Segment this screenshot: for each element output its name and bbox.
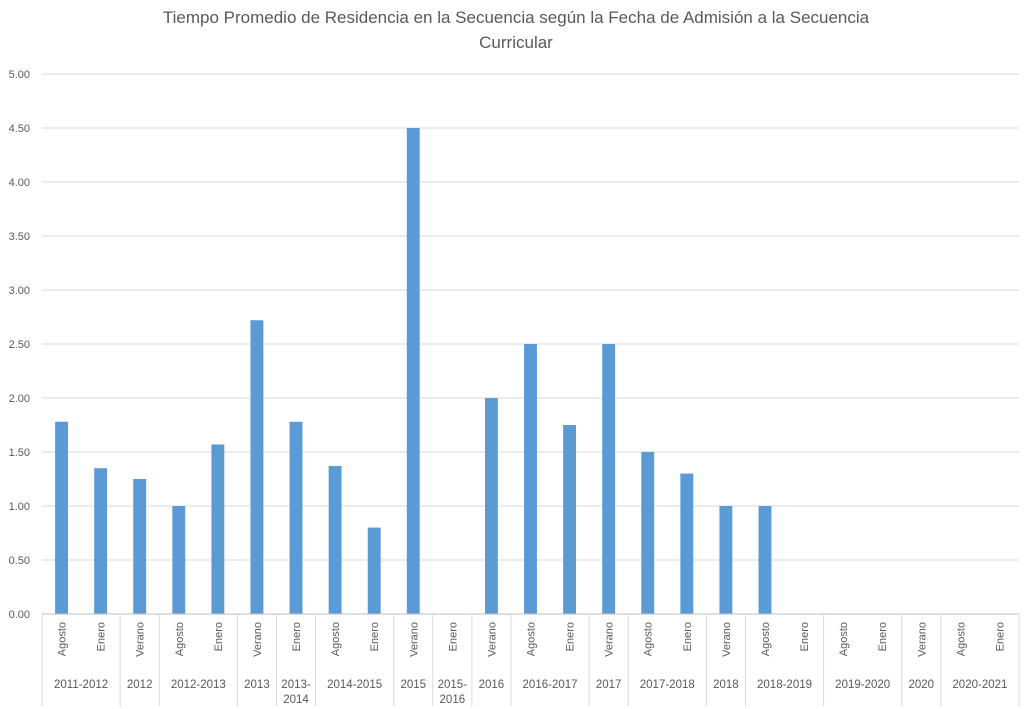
x-category-label: Agosto bbox=[526, 622, 538, 656]
y-tick-label: 1.00 bbox=[9, 501, 30, 513]
y-tick-label: 0.50 bbox=[9, 555, 30, 567]
x-category-label: Enero bbox=[96, 622, 108, 651]
x-axis: Agosto Enero 2011-2012 Verano 2012 Agosto Ener… bbox=[41, 613, 1020, 706]
bar bbox=[524, 344, 537, 614]
x-category-label: Agosto bbox=[330, 622, 342, 656]
x-group-label: 2017-2018 bbox=[640, 679, 695, 691]
x-group-label: 2017 bbox=[596, 679, 622, 691]
x-category-label: Enero bbox=[213, 622, 225, 651]
y-tick-label: 5.00 bbox=[9, 69, 30, 81]
bar bbox=[563, 425, 577, 614]
x-group-label: 2012-2013 bbox=[171, 679, 226, 691]
x-group-label: 2014-2015 bbox=[327, 679, 382, 691]
bar bbox=[484, 398, 498, 614]
x-group-label: 2011-2012 bbox=[54, 679, 108, 691]
chart-title-line-2: Curricular bbox=[479, 33, 553, 52]
y-tick-label: 3.50 bbox=[9, 231, 30, 243]
x-group-label: 2020-2021 bbox=[952, 679, 1007, 691]
bars bbox=[55, 128, 772, 614]
x-group-label: 2019-2020 bbox=[835, 679, 890, 691]
x-category-label: Enero bbox=[877, 622, 889, 651]
x-category-label: Enero bbox=[565, 622, 577, 651]
x-category-label: Agosto bbox=[643, 622, 655, 656]
x-category-label: Agosto bbox=[760, 622, 772, 656]
x-category-label: Enero bbox=[799, 622, 811, 651]
x-category-label: Agosto bbox=[838, 622, 850, 656]
x-category-label: Agosto bbox=[57, 622, 69, 656]
x-category-label: Verano bbox=[135, 622, 147, 657]
y-tick-label: 2.50 bbox=[9, 339, 30, 351]
x-category-label: Verano bbox=[408, 622, 420, 657]
x-group-label: 2018-2019 bbox=[757, 679, 812, 691]
bar bbox=[758, 506, 772, 614]
bar bbox=[250, 320, 264, 614]
bar bbox=[367, 527, 381, 614]
x-category-label: Verano bbox=[721, 622, 733, 657]
x-category-label: Agosto bbox=[174, 622, 186, 656]
x-category-label: Enero bbox=[369, 622, 381, 651]
x-group-label: 2012 bbox=[127, 679, 153, 691]
x-category-label: Verano bbox=[252, 622, 264, 657]
x-group-label: 2013-2014 bbox=[281, 679, 311, 706]
bar bbox=[328, 466, 342, 614]
x-group-label: 2015-2016 bbox=[438, 679, 468, 706]
x-category-label: Enero bbox=[994, 622, 1006, 651]
bar bbox=[289, 421, 303, 614]
y-tick-label: 1.50 bbox=[9, 447, 30, 459]
x-category-label: Enero bbox=[291, 622, 303, 651]
y-tick-label: 4.50 bbox=[9, 123, 30, 135]
y-axis-ticks: 0.00 0.50 1.00 1.50 2.00 2.50 3.00 3.50 4.00 4.50… bbox=[9, 69, 30, 621]
bar bbox=[94, 468, 108, 614]
x-group-label: 2018 bbox=[713, 679, 739, 691]
bar bbox=[211, 444, 225, 614]
x-category-label: Verano bbox=[916, 622, 928, 657]
y-tick-label: 2.00 bbox=[9, 393, 30, 405]
y-tick-label: 4.00 bbox=[9, 177, 30, 189]
x-category-label: Verano bbox=[604, 622, 616, 657]
chart-title-line-1: Tiempo Promedio de Residencia en la Secu… bbox=[163, 8, 870, 27]
x-group-label: 2015 bbox=[400, 679, 426, 691]
bar bbox=[641, 452, 655, 614]
x-category-label: Enero bbox=[682, 622, 694, 651]
bar bbox=[133, 479, 147, 614]
x-group-label: 2016 bbox=[479, 679, 505, 691]
bar bbox=[719, 506, 733, 614]
x-group-label: 2016-2017 bbox=[523, 679, 578, 691]
x-category-label: Agosto bbox=[955, 622, 967, 656]
bar bbox=[55, 421, 68, 614]
x-group-label: 2013 bbox=[244, 679, 270, 691]
bar bbox=[172, 506, 186, 614]
chart-title: Tiempo Promedio de Residencia en la Secu… bbox=[163, 8, 870, 52]
x-category-label: Enero bbox=[447, 622, 459, 651]
y-tick-label: 0.00 bbox=[9, 609, 30, 621]
bar bbox=[406, 128, 420, 614]
x-group-label: 2020 bbox=[909, 679, 935, 691]
x-category-label: Verano bbox=[486, 622, 498, 657]
bar bbox=[680, 473, 694, 614]
bar bbox=[602, 344, 616, 614]
y-tick-label: 3.00 bbox=[9, 285, 30, 297]
